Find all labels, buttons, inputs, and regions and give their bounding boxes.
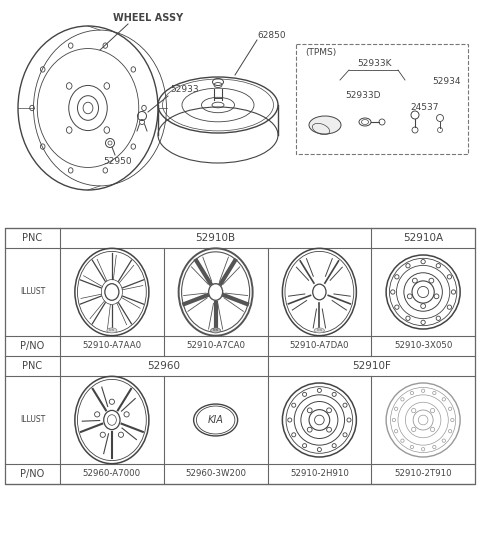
Text: ILLUST: ILLUST <box>20 415 45 424</box>
Text: 52910-2T910: 52910-2T910 <box>394 470 452 479</box>
Text: 62850: 62850 <box>258 31 286 40</box>
Text: 52910-A7AA0: 52910-A7AA0 <box>82 342 142 350</box>
Text: 52933D: 52933D <box>345 91 381 100</box>
Text: kia: kia <box>213 329 218 333</box>
Bar <box>5 228 475 484</box>
Text: WHEEL ASSY: WHEEL ASSY <box>113 13 183 23</box>
Text: 52933: 52933 <box>171 86 199 94</box>
Text: 52910B: 52910B <box>195 233 236 243</box>
Text: kia: kia <box>109 329 115 333</box>
Text: 52910-A7CA0: 52910-A7CA0 <box>186 342 245 350</box>
Text: 52910-2H910: 52910-2H910 <box>290 470 349 479</box>
Text: 52910-3X050: 52910-3X050 <box>394 342 452 350</box>
Ellipse shape <box>309 116 341 134</box>
Text: 52960-A7000: 52960-A7000 <box>83 470 141 479</box>
Ellipse shape <box>314 328 324 333</box>
Text: 52960-3W200: 52960-3W200 <box>185 470 246 479</box>
Text: P/NO: P/NO <box>20 341 45 351</box>
Text: 52910A: 52910A <box>403 233 443 243</box>
Ellipse shape <box>107 328 117 333</box>
Text: 52910-A7DA0: 52910-A7DA0 <box>289 342 349 350</box>
Text: ILLUST: ILLUST <box>20 287 45 296</box>
Text: 52933K: 52933K <box>358 59 392 68</box>
Text: (TPMS): (TPMS) <box>305 48 336 56</box>
Ellipse shape <box>211 328 221 333</box>
Text: 52934: 52934 <box>432 78 460 87</box>
Text: PNC: PNC <box>23 233 43 243</box>
Text: 52910F: 52910F <box>352 361 391 371</box>
Text: 24537: 24537 <box>410 102 439 111</box>
Text: P/NO: P/NO <box>20 469 45 479</box>
Text: 52950: 52950 <box>104 158 132 167</box>
Text: kia: kia <box>316 329 323 333</box>
Text: PNC: PNC <box>23 361 43 371</box>
Text: 52960: 52960 <box>147 361 180 371</box>
Text: KIA: KIA <box>208 415 224 425</box>
